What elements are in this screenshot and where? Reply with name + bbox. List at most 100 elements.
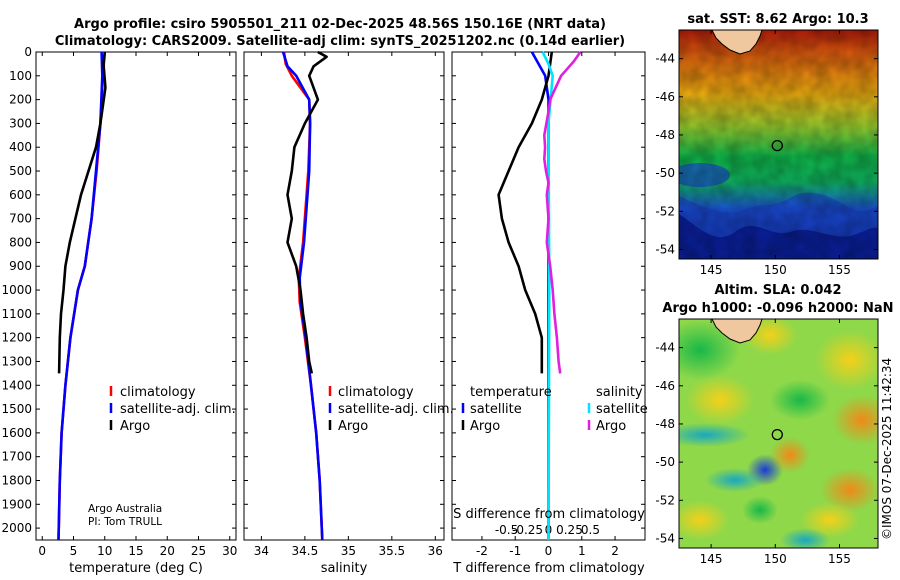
y-tick-label: 1400: [1, 378, 32, 392]
series-line-temperature-argo: [497, 51, 554, 374]
map-y-tick-label: -50: [655, 455, 675, 469]
legend-label-climatology-2: climatology: [338, 385, 414, 400]
map-y-tick-label: -50: [655, 166, 675, 180]
series-line-satellite-adj-clim-: [281, 51, 324, 541]
map-x-tick-label: 145: [700, 263, 723, 277]
y-tick-label: 1000: [1, 283, 32, 297]
x-tick-label: 5: [70, 544, 78, 558]
map-y-tick-label: -44: [655, 52, 675, 66]
legend-label-satellite-adj-2: satellite-adj. clim.: [338, 402, 454, 417]
map-x-tick-label: 155: [828, 552, 851, 566]
y-tick-label: 200: [9, 93, 32, 107]
difference-xlabel: T difference from climatology: [452, 561, 645, 576]
temperature-axes-box: [35, 51, 237, 541]
salinity-panel: 34 34.5 35 35.5 36 salinity climatology sate…: [243, 50, 454, 576]
top-x-tick-label: -0.5: [495, 523, 518, 537]
map-y-tick-label: -46: [655, 379, 675, 393]
x-tick-label: 10: [97, 544, 112, 558]
top-x-tick-label: 0.5: [581, 523, 600, 537]
y-tick-label: 1900: [1, 497, 32, 511]
map-y-tick-label: -46: [655, 90, 675, 104]
legend-label-argo-2: Argo: [338, 419, 368, 434]
x-tick-label: 36: [428, 544, 443, 558]
legend-label-t-satellite: satellite: [470, 402, 522, 417]
sst-map: sat. SST: 8.62 Argo: 10.3 -44 -46 -48 -50 -5…: [655, 12, 879, 277]
legend-label-s-argo: Argo: [596, 419, 626, 434]
x-tick-label: -2: [476, 544, 488, 558]
sla-map-frame: [678, 318, 879, 549]
legend-header-salinity: salinity: [596, 385, 643, 400]
map-y-tick-label: -54: [655, 242, 675, 256]
x-tick-label: 2: [611, 544, 619, 558]
legend-header-temperature: temperature: [470, 385, 552, 400]
x-tick-label: 35: [341, 544, 356, 558]
y-tick-label: 2000: [1, 521, 32, 535]
map-x-tick-label: 150: [764, 552, 787, 566]
x-tick-label: 20: [160, 544, 175, 558]
figure-title-line1: Argo profile: csiro 5905501_211 02-Dec-2…: [74, 17, 606, 32]
y-tick-label: 1300: [1, 354, 32, 368]
difference-panel: -2 -1 0 1 2-0.5-0.25 0 0.250.5 T difference fr…: [451, 51, 648, 576]
y-tick-label: 900: [9, 259, 32, 273]
y-tick-label: 500: [9, 164, 32, 178]
top-x-tick-label: -0.25: [512, 523, 543, 537]
imos-watermark: ©IMOS 07-Dec-2025 11:42:34: [880, 358, 894, 540]
tasmania-landmass-2: [711, 319, 763, 344]
sst-field: [679, 30, 878, 259]
map-y-tick-label: -54: [655, 531, 675, 545]
top-x-tick-label: 0.25: [556, 523, 583, 537]
salinity-legend: climatology satellite-adj. clim. Argo: [328, 385, 454, 434]
credit-line1: Argo Australia: [88, 503, 162, 515]
difference-xlabel-top: S difference from climatology: [453, 507, 645, 522]
y-tick-label: 300: [9, 116, 32, 130]
sst-argo-marker: [771, 139, 783, 152]
legend-label-t-argo: Argo: [470, 419, 500, 434]
difference-legend: temperature salinity satellite Argo sate…: [461, 385, 648, 434]
legend-label-s-satellite: satellite: [596, 402, 648, 417]
y-tick-label: 1700: [1, 450, 32, 464]
map-y-tick-label: -52: [655, 493, 675, 507]
y-tick-label: 1200: [1, 331, 32, 345]
sst-map-title: sat. SST: 8.62 Argo: 10.3: [687, 12, 868, 27]
x-tick-label: 34: [254, 544, 269, 558]
map-x-tick-label: 145: [700, 552, 723, 566]
map-y-tick-label: -52: [655, 204, 675, 218]
x-tick-label: 34.5: [292, 544, 319, 558]
sst-map-frame: [678, 29, 879, 260]
y-tick-label: 1800: [1, 473, 32, 487]
y-tick-label: 1500: [1, 402, 32, 416]
y-tick-label: 700: [9, 212, 32, 226]
map-y-tick-label: -44: [655, 341, 675, 355]
credit-line2: PI: Tom TRULL: [88, 516, 162, 528]
x-tick-label: 30: [222, 544, 237, 558]
y-tick-label: 1100: [1, 307, 32, 321]
sla-map-title-line2: Argo h1000: -0.096 h2000: NaN: [662, 301, 893, 316]
x-tick-label: 15: [128, 544, 143, 558]
series-line-argo: [286, 50, 328, 374]
sla-field: [679, 319, 878, 548]
temperature-xlabel: temperature (deg C): [69, 561, 203, 576]
map-x-tick-label: 150: [764, 263, 787, 277]
x-tick-label: -1: [509, 544, 521, 558]
y-tick-label: 1600: [1, 426, 32, 440]
y-tick-label: 600: [9, 188, 32, 202]
sla-map-title-line1: Altim. SLA: 0.042: [715, 283, 842, 298]
x-tick-label: 25: [191, 544, 206, 558]
y-tick-label: 800: [9, 235, 32, 249]
map-y-tick-label: -48: [655, 417, 675, 431]
legend-label-argo: Argo: [120, 419, 150, 434]
sst-texture: [679, 30, 878, 259]
temperature-panel: 0 100 200 300 400 500 600 700 800 900 1000 1100 1200…: [1, 45, 237, 576]
x-tick-label: 35.5: [378, 544, 405, 558]
sla-argo-marker: [771, 428, 783, 441]
x-tick-label: 1: [578, 544, 586, 558]
salinity-axes-box: [243, 51, 445, 541]
temperature-legend: climatology satellite-adj. clim. Argo: [109, 385, 236, 434]
y-tick-label: 400: [9, 140, 32, 154]
x-tick-label: 0: [38, 544, 46, 558]
legend-label-satellite-adj: satellite-adj. clim.: [120, 402, 236, 417]
y-tick-label: 100: [9, 69, 32, 83]
series-line-argo: [57, 51, 107, 374]
map-x-tick-label: 155: [828, 263, 851, 277]
